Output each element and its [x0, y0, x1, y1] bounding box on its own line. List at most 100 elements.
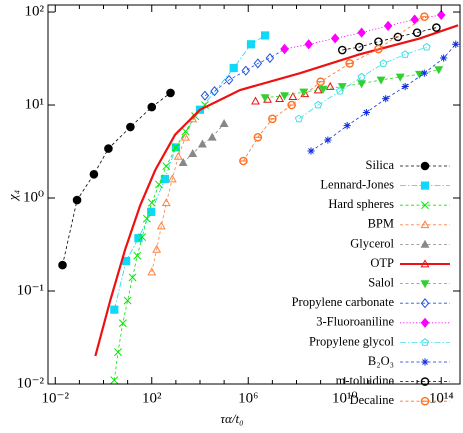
- legend-label: Hard spheres: [328, 197, 394, 211]
- marker: [171, 143, 180, 152]
- marker: [200, 90, 210, 101]
- marker: [126, 122, 135, 132]
- marker: [241, 65, 251, 76]
- marker: [376, 76, 386, 85]
- marker: [181, 127, 190, 136]
- marker: [420, 259, 430, 268]
- marker: [420, 338, 430, 346]
- legend-label: BPM: [368, 217, 394, 231]
- legend-label: Decaline: [350, 393, 395, 407]
- marker: [314, 100, 323, 109]
- y-axis-label: χ₄: [5, 189, 20, 202]
- marker: [280, 43, 289, 55]
- marker: [152, 244, 162, 253]
- marker: [422, 42, 431, 51]
- marker: [260, 94, 270, 103]
- x-tick-label: 10²: [142, 390, 162, 406]
- series-line: [265, 69, 439, 99]
- marker: [178, 158, 188, 167]
- marker: [420, 69, 428, 77]
- legend-label: m-toluidine: [336, 373, 395, 387]
- marker: [173, 151, 183, 160]
- series-line: [113, 35, 266, 310]
- y-tick-label: 10⁻²: [17, 375, 45, 391]
- plot-area: [58, 9, 460, 385]
- series-line: [243, 16, 425, 162]
- marker: [452, 40, 460, 48]
- legend-label: B₂O₃: [368, 354, 394, 368]
- marker: [155, 180, 163, 189]
- legend-label: Propylene glycol: [309, 334, 395, 348]
- marker: [114, 348, 122, 357]
- marker: [357, 27, 366, 38]
- marker: [142, 214, 151, 223]
- legend-label: Lennard-Jones: [320, 177, 394, 191]
- y-tick-label: 10⁻¹: [17, 282, 44, 298]
- marker: [294, 114, 303, 123]
- y-tick-label: 10¹: [25, 96, 45, 112]
- marker: [224, 74, 234, 86]
- x-axis-label: τα/t₀: [220, 411, 243, 426]
- marker: [420, 280, 430, 289]
- plot-frame: [47, 4, 461, 385]
- x-tick-label: 10⁻²: [42, 390, 70, 406]
- fit-curve: [94, 24, 459, 357]
- marker: [330, 33, 340, 44]
- marker: [210, 86, 219, 97]
- marker: [110, 305, 119, 314]
- marker: [147, 198, 156, 207]
- marker: [275, 94, 285, 103]
- legend-label: OTP: [370, 256, 394, 270]
- legend-label: Salol: [368, 275, 394, 289]
- marker: [354, 42, 364, 52]
- series-line: [298, 46, 427, 120]
- marker: [167, 174, 177, 183]
- series-line: [182, 123, 225, 163]
- marker: [420, 298, 430, 309]
- marker: [395, 73, 405, 82]
- marker: [280, 92, 290, 101]
- marker: [122, 256, 131, 266]
- marker: [383, 20, 393, 31]
- marker: [265, 52, 275, 64]
- marker: [251, 96, 260, 105]
- marker: [362, 108, 370, 117]
- marker: [133, 251, 142, 260]
- marker: [123, 296, 132, 305]
- marker: [401, 82, 409, 91]
- marker: [162, 162, 171, 171]
- legend-label: Glycerol: [350, 236, 394, 250]
- marker: [161, 198, 171, 207]
- legend-label: 3-Fluoroaniline: [316, 315, 394, 329]
- marker: [138, 233, 147, 242]
- marker: [357, 80, 367, 89]
- marker: [304, 39, 313, 50]
- marker: [421, 201, 429, 210]
- series-line: [113, 104, 206, 381]
- marker: [72, 195, 82, 205]
- marker: [261, 31, 270, 40]
- marker: [229, 63, 238, 73]
- x-tick-label: 10⁶: [238, 390, 258, 406]
- marker: [128, 273, 137, 282]
- marker: [147, 102, 157, 112]
- marker: [181, 132, 190, 141]
- x-tick-label: 10¹⁰: [332, 390, 358, 406]
- marker: [420, 161, 430, 171]
- marker: [118, 319, 127, 328]
- marker: [337, 83, 347, 92]
- marker: [147, 267, 157, 276]
- marker: [89, 169, 99, 179]
- marker: [58, 260, 67, 270]
- marker: [147, 207, 156, 216]
- marker: [156, 221, 166, 230]
- marker: [420, 377, 430, 386]
- marker: [420, 317, 430, 328]
- series-line: [310, 44, 457, 152]
- marker: [318, 85, 328, 94]
- y-tick-label: 10²: [25, 3, 45, 19]
- legend-label: Propylene carbonate: [292, 295, 395, 309]
- marker: [420, 239, 430, 248]
- marker: [197, 139, 207, 148]
- x-tick-label: 10¹⁴: [429, 390, 454, 406]
